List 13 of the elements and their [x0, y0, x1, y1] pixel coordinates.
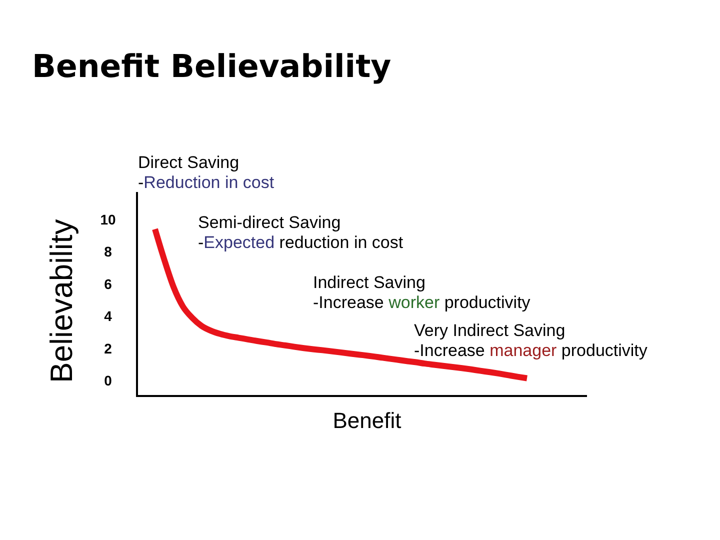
y-tick-label: 4 — [104, 308, 112, 324]
y-axis-title: Believability — [44, 218, 79, 383]
y-tick-label: 10 — [100, 211, 116, 228]
annotation: Very Indirect Saving -Increase manager productivity — [414, 321, 648, 360]
chart-title: Benefit Believability — [32, 49, 392, 85]
y-tick-label: 8 — [104, 244, 112, 260]
y-tick-label: 6 — [104, 276, 112, 292]
text: Direct Saving -Reduction in cost — [138, 153, 274, 192]
annotation: Indirect Saving -Increase worker productivity — [313, 273, 531, 312]
y-tick-label: 0 — [104, 372, 112, 389]
y-tick-label: 2 — [104, 340, 112, 356]
x-axis-title: Benefit — [332, 408, 402, 433]
annotation: Semi-direct Saving -Expected reduction in cost — [198, 213, 404, 252]
